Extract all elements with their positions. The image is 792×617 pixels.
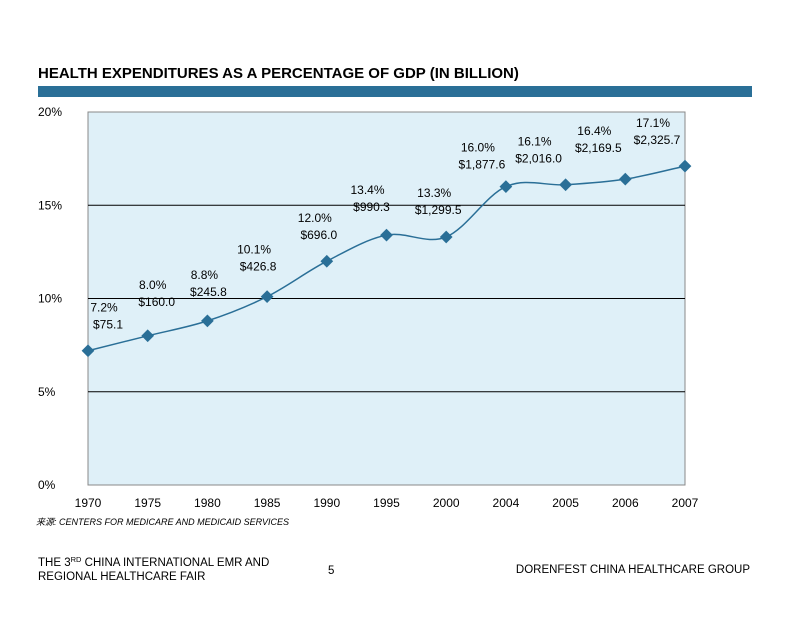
value-label: 8.0% (139, 278, 167, 292)
x-tick-label: 1990 (313, 496, 340, 510)
data-point (439, 230, 453, 244)
y-tick-label: 20% (38, 105, 62, 119)
spending-label: $426.8 (240, 260, 277, 274)
page-number: 5 (328, 565, 334, 577)
spending-label: $75.1 (93, 318, 123, 332)
y-tick-label: 15% (38, 198, 62, 212)
footer-superscript: RD (71, 555, 82, 564)
value-label: 7.2% (90, 301, 118, 315)
data-point (499, 180, 513, 193)
data-point (81, 344, 95, 358)
x-tick-label: 1970 (75, 496, 102, 510)
chart-title: HEALTH EXPENDITURES AS A PERCENTAGE OF G… (38, 65, 519, 82)
data-point (201, 314, 214, 328)
value-label: 16.1% (518, 135, 552, 149)
value-label: 16.0% (461, 141, 495, 155)
data-point (380, 228, 393, 242)
data-point (320, 254, 334, 268)
value-label: 16.4% (577, 124, 611, 138)
x-tick-label: 2000 (433, 496, 460, 510)
x-tick-label: 2007 (672, 496, 699, 510)
value-label: 13.3% (417, 186, 451, 200)
y-tick-label: 0% (38, 478, 56, 492)
x-tick-label: 1980 (194, 496, 221, 510)
value-label: 10.1% (237, 243, 271, 257)
y-tick-label: 5% (38, 385, 56, 399)
spending-label: $245.8 (190, 285, 227, 299)
spending-label: $2,325.7 (634, 133, 681, 147)
spending-label: $696.0 (300, 228, 337, 242)
value-label: 13.4% (350, 183, 384, 197)
x-tick-label: 1985 (254, 496, 281, 510)
data-point (260, 290, 274, 303)
spending-label: $1,877.6 (459, 158, 506, 172)
x-tick-label: 1995 (373, 496, 400, 510)
footer-text: CHINA INTERNATIONAL EMR AND (81, 557, 269, 569)
spending-label: $160.0 (138, 295, 175, 309)
spending-label: $2,169.5 (575, 141, 622, 155)
footer-text: THE 3 (38, 557, 71, 569)
x-tick-label: 2005 (552, 496, 579, 510)
x-tick-label: 1975 (134, 496, 161, 510)
y-tick-label: 10% (38, 292, 62, 306)
x-tick-label: 2006 (612, 496, 639, 510)
footer-right: DORENFEST CHINA HEALTHCARE GROUP (516, 564, 750, 576)
data-point (141, 329, 155, 343)
footer-left: REGIONAL HEALTHCARE FAIR (38, 571, 205, 583)
spending-label: $1,299.5 (415, 203, 462, 217)
value-label: 17.1% (636, 116, 670, 130)
spending-label: $990.3 (353, 200, 390, 214)
value-label: 8.8% (191, 268, 219, 282)
value-label: 12.0% (298, 211, 332, 225)
x-tick-label: 2004 (493, 496, 520, 510)
title-bar (38, 86, 752, 97)
spending-label: $2,016.0 (515, 152, 562, 166)
source-note: 来源: CENTERS FOR MEDICARE AND MEDICAID SE… (36, 517, 289, 527)
footer-left: THE 3RD CHINA INTERNATIONAL EMR AND (38, 555, 269, 569)
